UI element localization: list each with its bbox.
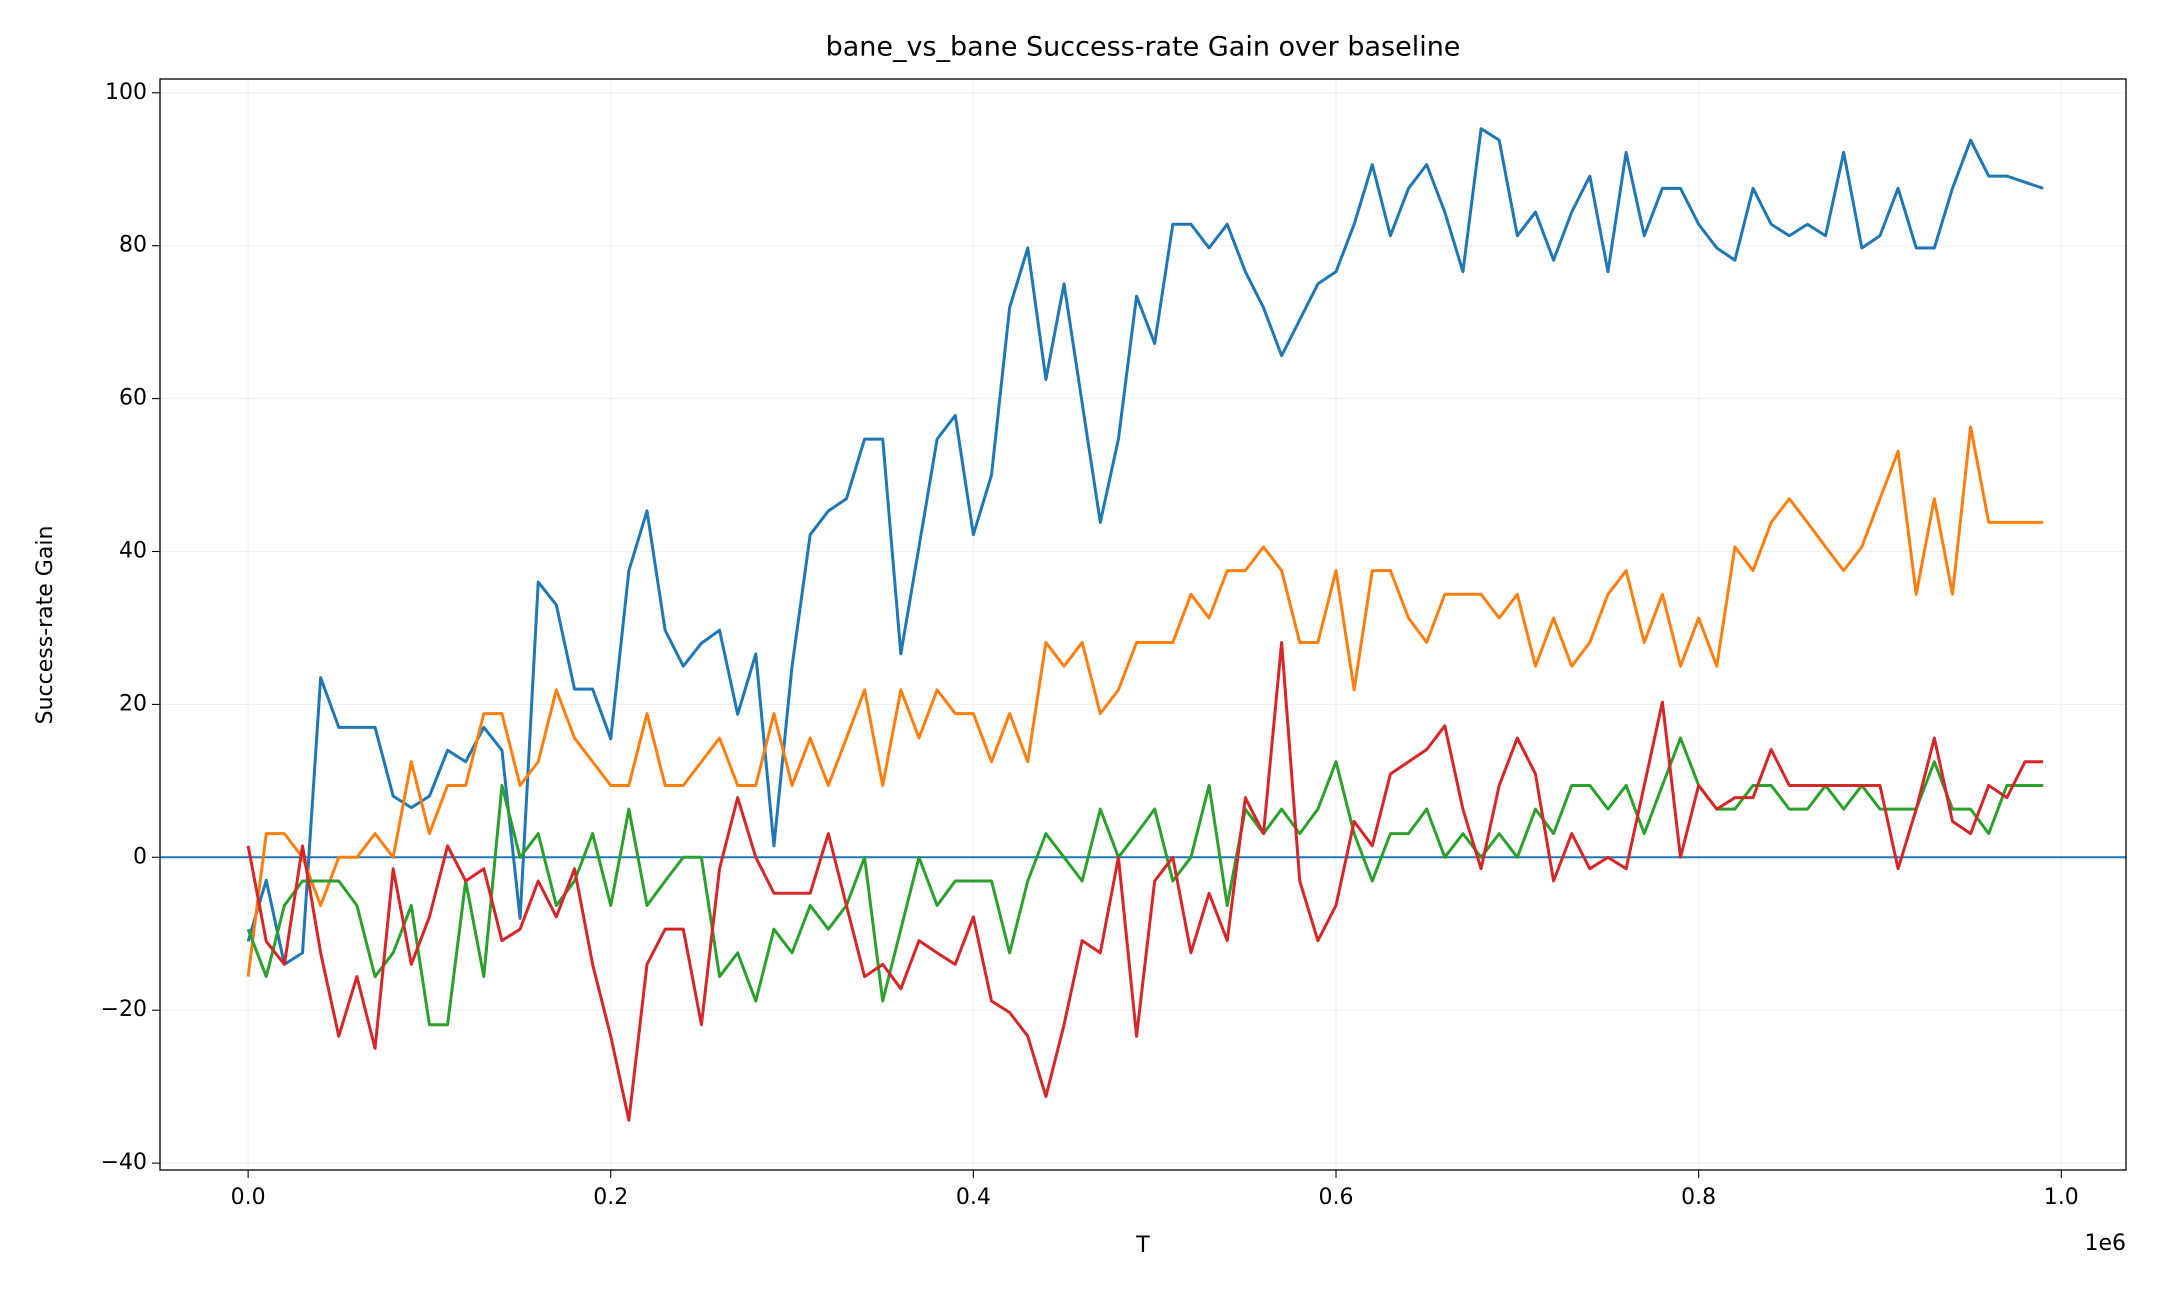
x-tick-label: 0.6 — [1319, 1185, 1354, 1210]
y-tick-label: 20 — [119, 691, 147, 716]
x-tick-label: 1.0 — [2044, 1185, 2079, 1210]
x-tick-label: 0.8 — [1681, 1185, 1716, 1210]
y-tick-label: 80 — [119, 233, 147, 258]
series-line — [246, 127, 2044, 966]
series-line — [246, 425, 2044, 977]
chart-title: bane_vs_bane Success-rate Gain over base… — [826, 32, 1461, 63]
plot-frame — [159, 78, 2127, 1171]
y-tick-label: 100 — [105, 80, 147, 105]
y-tick-label: 60 — [119, 386, 147, 411]
x-offset-label: 1e6 — [2084, 1231, 2126, 1256]
x-tick-label: 0.4 — [956, 1185, 991, 1210]
series-line — [246, 640, 2044, 1122]
x-tick-label: 0.2 — [593, 1185, 628, 1210]
y-tick-label: 0 — [133, 844, 147, 869]
y-tick-label: −40 — [101, 1150, 147, 1175]
y-tick-label: 40 — [119, 538, 147, 563]
y-axis-label: Success-rate Gain — [33, 526, 58, 725]
x-tick-label: 0.0 — [231, 1185, 266, 1210]
y-tick-label: −20 — [101, 997, 147, 1022]
x-axis-label: T — [1135, 1233, 1150, 1258]
